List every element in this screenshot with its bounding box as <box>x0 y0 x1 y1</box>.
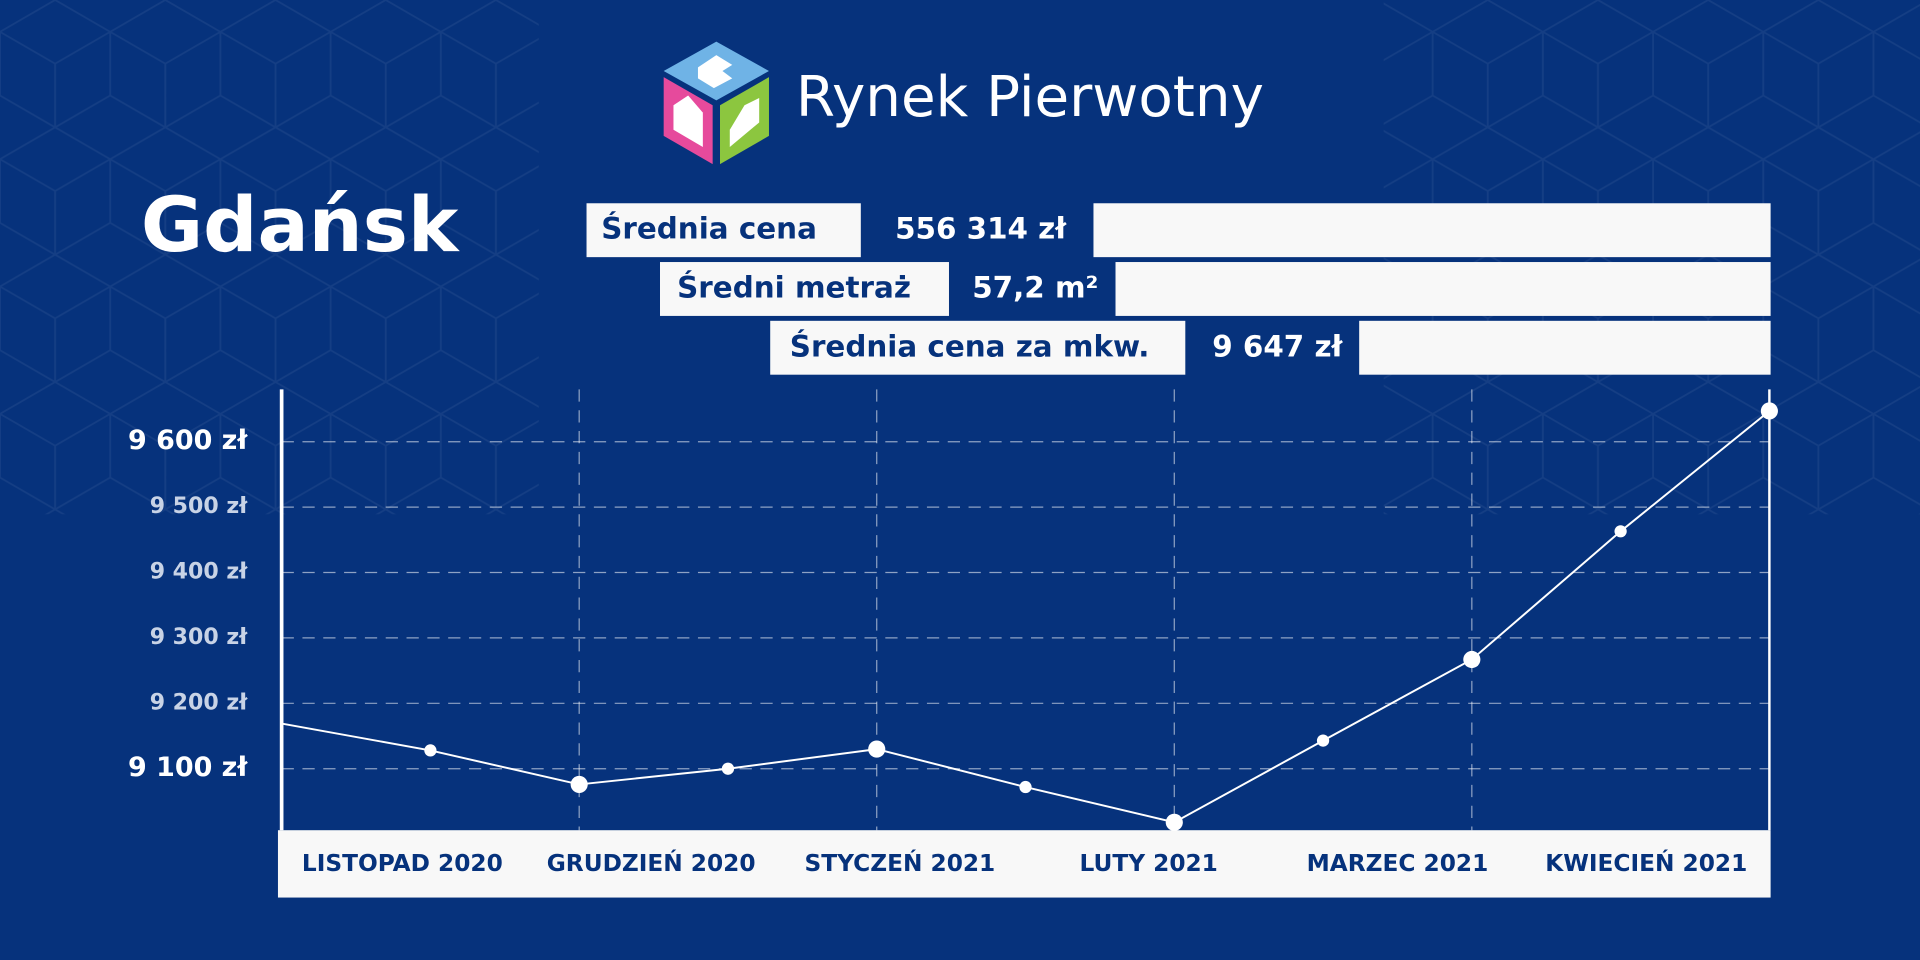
point <box>1316 734 1330 747</box>
x-tick-label: STYCZEŃ 2021 <box>805 849 996 877</box>
stat-label: Średnia cena <box>601 210 817 246</box>
point <box>1614 525 1627 538</box>
point <box>1760 402 1778 420</box>
point <box>1463 650 1481 669</box>
stat-box <box>660 262 949 316</box>
stat-value: 556 314 zł <box>895 212 1067 246</box>
stat-box <box>586 203 861 258</box>
logo <box>663 41 769 165</box>
y-tick-label: 9 100 zł <box>128 752 248 783</box>
stat-label: Średnia cena za mkw. <box>790 327 1150 363</box>
point <box>721 762 735 775</box>
x-tick-label: KWIECIEŃ 2021 <box>1545 849 1747 877</box>
background-pattern <box>0 0 539 515</box>
y-tick-label: 9 600 zł <box>128 425 248 456</box>
stat-bar <box>1093 203 1771 258</box>
x-tick-label: MARZEC 2021 <box>1307 850 1489 877</box>
stat-box <box>770 320 1186 375</box>
x-tick-label: GRUDZIEŃ 2020 <box>547 849 756 877</box>
point <box>424 744 437 757</box>
x-tick-label: LISTOPAD 2020 <box>302 850 503 877</box>
y-tick-label: 9 400 zł <box>150 560 248 585</box>
stat-value: 57,2 m² <box>972 270 1098 304</box>
y-tick-label: 9 500 zł <box>150 494 248 519</box>
stat-bar <box>1359 320 1771 375</box>
point <box>1165 813 1183 831</box>
brand: Rynek Pierwotny <box>796 65 1264 130</box>
x-tick-label: LUTY 2021 <box>1079 850 1217 877</box>
y-tick-label: 9 300 zł <box>150 625 248 650</box>
stat-bar <box>1115 262 1771 316</box>
y-tick-label: 9 200 zł <box>150 690 248 715</box>
stat-label: Średni metraż <box>677 268 911 304</box>
stat-value: 9 647 zł <box>1212 329 1343 363</box>
point <box>1019 780 1032 794</box>
point <box>868 740 886 758</box>
chart-title: Gdańsk <box>141 181 460 269</box>
point <box>570 775 588 793</box>
x-label-box <box>277 830 1771 898</box>
